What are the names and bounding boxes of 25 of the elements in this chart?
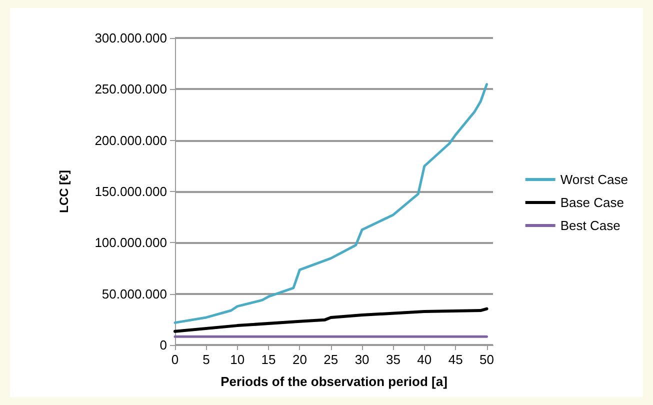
x-axis-title: Periods of the observation period [a] [220,374,448,389]
line-series [174,307,488,333]
y-tick-label: 0 [160,338,167,352]
x-tick-label: 15 [261,352,276,367]
x-tick-label: 0 [171,352,179,367]
y-tick-label: 250.000.000 [94,82,167,97]
y-tick-label: 300.000.000 [94,30,167,46]
y-tick-label: 200.000.000 [94,132,167,148]
x-tick-label: 40 [417,352,432,367]
legend-label: Worst Case [560,172,628,187]
x-tick-label: 20 [292,352,307,367]
x-tick-label: 10 [230,352,245,367]
x-tick-label: 25 [324,352,338,367]
x-tick-label: 50 [480,352,494,367]
y-tick-label: 50.000.000 [102,286,167,302]
line-series [174,83,488,324]
y-tick-label: 150.000.000 [94,184,167,199]
x-tick-label: 5 [202,352,210,367]
x-tick-label: 30 [354,352,370,367]
x-tick-label: 45 [448,352,463,367]
legend-label: Base Case [560,195,624,210]
x-tick-label: 35 [386,352,400,367]
y-axis-title: LCC [€] [57,170,71,213]
legend-label: Best Case [560,218,620,233]
y-tick-label: 100.000.000 [94,235,167,250]
